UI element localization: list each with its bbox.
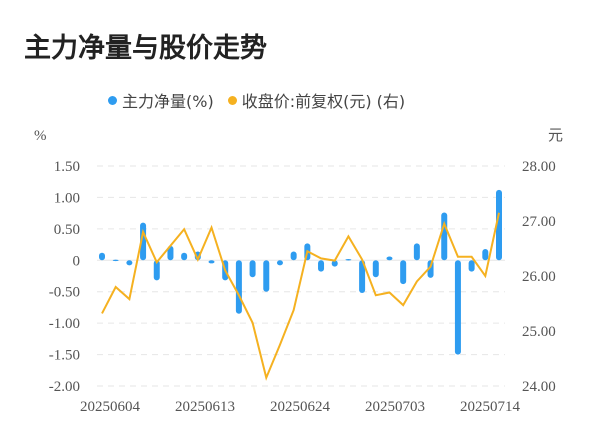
bar[interactable] (263, 260, 270, 292)
left-tick: -2.00 (49, 379, 80, 395)
left-tick: 1.50 (54, 159, 80, 175)
legend-label: 主力净量(%) (122, 92, 214, 111)
bar[interactable] (372, 260, 379, 278)
legend-item-net-flow[interactable]: 主力净量(%) (108, 88, 214, 112)
bar[interactable] (413, 243, 420, 261)
bar[interactable] (386, 256, 393, 261)
x-tick: 20250714 (460, 399, 521, 415)
legend-dot-icon (108, 95, 117, 105)
x-tick: 20250703 (365, 399, 425, 415)
right-axis-unit: 元 (548, 128, 563, 144)
x-tick: 20250624 (270, 399, 331, 415)
bar[interactable] (345, 259, 352, 261)
right-tick: 25.00 (522, 324, 556, 340)
bar[interactable] (153, 260, 160, 281)
bar[interactable] (441, 212, 448, 261)
legend-label: 收盘价:前复权(元) (右) (241, 92, 406, 111)
bar[interactable] (276, 260, 283, 266)
left-axis-unit: % (34, 128, 47, 144)
bar[interactable] (126, 260, 133, 266)
bar[interactable] (112, 259, 119, 262)
bar[interactable] (290, 251, 297, 261)
right-tick: 28.00 (522, 159, 556, 175)
bar[interactable] (99, 252, 105, 261)
bar[interactable] (318, 260, 325, 272)
bar[interactable] (181, 252, 188, 261)
left-tick: -1.00 (49, 316, 80, 332)
bar[interactable] (249, 260, 256, 278)
bar[interactable] (496, 189, 502, 261)
bar[interactable] (208, 260, 215, 264)
chart-title: 主力净量与股价走势 (24, 33, 267, 64)
bar[interactable] (167, 245, 174, 261)
left-tick: 1.00 (54, 190, 80, 206)
legend-dot-icon (227, 95, 237, 105)
left-tick: 0 (73, 253, 81, 269)
x-tick: 20250604 (80, 399, 141, 415)
legend-item-price[interactable]: 收盘价:前复权(元) (右) (227, 88, 406, 112)
price-line[interactable] (101, 212, 500, 381)
right-tick: 27.00 (522, 214, 556, 230)
bar[interactable] (482, 248, 489, 261)
bar[interactable] (331, 260, 338, 267)
bar[interactable] (454, 260, 461, 355)
bar[interactable] (140, 222, 147, 261)
bar[interactable] (468, 260, 475, 272)
bar[interactable] (359, 260, 366, 293)
left-tick: -1.50 (49, 348, 80, 364)
bar[interactable] (235, 260, 242, 314)
right-tick: 24.00 (522, 379, 556, 395)
right-tick: 26.00 (522, 269, 556, 285)
legend: 主力净量(%) 收盘价:前复权(元) (右) (108, 88, 419, 112)
left-tick: 0.50 (54, 222, 80, 238)
bar[interactable] (400, 260, 407, 285)
left-tick: -0.50 (49, 285, 80, 301)
x-tick: 20250613 (175, 399, 235, 415)
